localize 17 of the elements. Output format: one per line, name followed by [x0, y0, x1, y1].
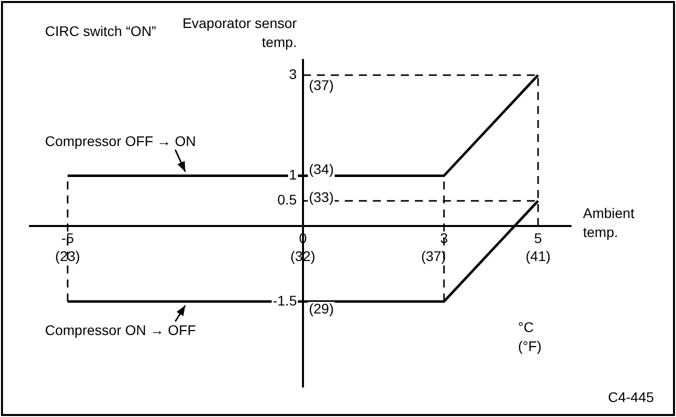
x-axis-title: Ambient temp.: [583, 204, 636, 242]
y-tick-label: 1: [289, 166, 298, 183]
text: CIRC switch “ON”: [45, 22, 156, 41]
y-tick-label: 0.5: [277, 192, 298, 208]
text: C4-445: [608, 388, 654, 407]
x-tick-label: 5: [534, 230, 542, 246]
legend-label: Compressor ON → OFF: [45, 321, 196, 340]
series-label: Compressor OFF → ON: [45, 132, 196, 151]
y2-tick-label: (33): [308, 188, 334, 205]
x2-tick-label: (41): [526, 248, 551, 264]
y-tick-label: -1.5: [272, 292, 298, 308]
y2-tick-label: (29): [308, 300, 334, 317]
y2-tick-label: (37): [308, 77, 334, 94]
y-tick-label: 3: [289, 66, 298, 82]
annotation: °C (°F): [518, 318, 542, 356]
y-axis-title: Evaporator sensor temp.: [181, 14, 297, 52]
y2-tick-label: (34): [308, 160, 334, 177]
